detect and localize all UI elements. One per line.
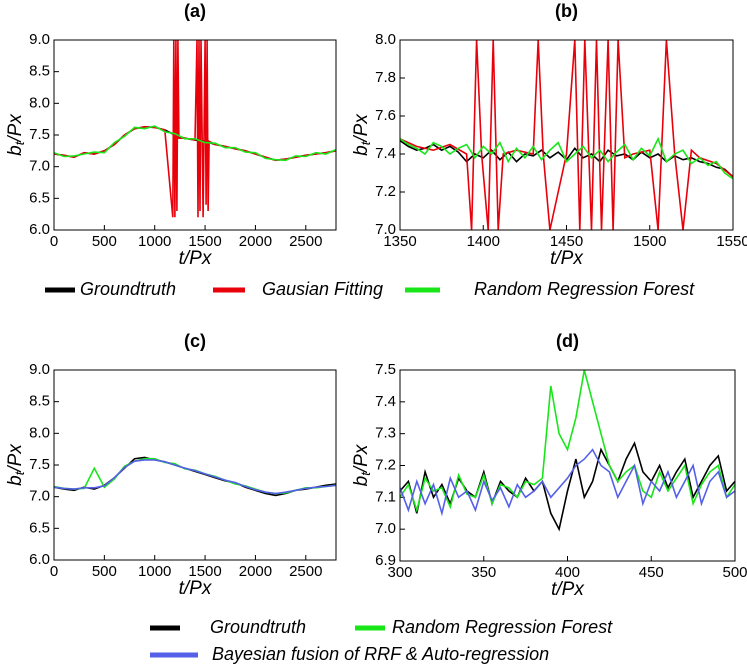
y-tick-label: 8.5 [29,63,50,80]
x-tick-label: 500 [92,563,117,580]
x-tick-label: 1000 [138,233,171,250]
plot-lines [54,40,336,218]
plot-frame [399,39,734,231]
y-tick-label: 7.4 [375,393,396,410]
y-tick-label: 7.8 [375,69,396,86]
y-label-rest: /Px [351,113,372,144]
plot-frame [399,369,736,562]
y-tick-label: 6.5 [29,189,50,206]
panel-title: (c) [184,331,206,351]
plot-lines [400,40,733,230]
y-axis-label: bt/Px [5,113,27,156]
y-tick-label: 9.0 [29,31,50,48]
y-tick-label: 6.5 [29,519,50,536]
panel-title: (b) [555,1,578,21]
x-axis-label: t/Px [551,579,585,600]
y-axis-label: bt/Px [5,443,27,486]
y-tick-label: 7.2 [375,183,396,200]
plot-lines [54,456,336,497]
x-tick-label: 1400 [467,233,500,250]
series-line [400,448,735,517]
x-tick-label: 1550 [716,233,747,250]
series-line [54,459,336,495]
y-tick-label: 7.4 [375,145,396,162]
legend-label: Groundtruth [80,279,176,299]
y-tick-label: 7.6 [375,107,396,124]
x-tick-label: 0 [50,233,58,250]
y-label-sub: t [358,471,373,476]
y-tick-label: 7.3 [375,425,396,442]
x-tick-label: 350 [471,564,496,581]
y-tick-label: 8.0 [29,94,50,111]
x-tick-label: 0 [50,563,58,580]
x-tick-label: 2500 [289,563,322,580]
series-line [54,40,336,218]
x-tick-label: 2500 [289,233,322,250]
series-line [54,125,336,162]
legend-label: Random Regression Forest [474,279,695,299]
y-tick-label: 8.5 [29,393,50,410]
y-tick-label: 7.2 [375,456,396,473]
series-line [400,40,733,230]
y-tick-label: 9.0 [29,361,50,378]
x-axis-label: t/Px [179,248,213,269]
legend-label: Gausian Fitting [262,279,383,299]
y-axis-label: bt/Px [351,113,373,156]
y-label-base: b [351,145,372,156]
x-tick-label: 2000 [239,563,272,580]
x-tick-label: 1500 [188,233,221,250]
y-tick-label: 8.0 [29,424,50,441]
plot-frame [53,369,337,561]
y-label-sub: t [12,470,27,475]
y-tick-label: 7.5 [29,456,50,473]
series-line [400,370,735,513]
y-tick-label: 7.0 [375,221,396,238]
y-tick-label: 7.1 [375,488,396,505]
y-tick-label: 7.0 [375,520,396,537]
x-tick-label: 500 [722,564,747,581]
legend-label: Random Regression Forest [392,617,613,637]
y-label-base: b [5,145,26,156]
x-tick-label: 1000 [138,563,171,580]
x-tick-label: 400 [555,564,580,581]
y-tick-label: 6.9 [375,552,396,569]
y-label-base: b [351,476,372,487]
y-axis-label: bt/Px [351,443,373,486]
y-tick-label: 6.0 [29,551,50,568]
plot-frame [53,39,337,231]
y-label-base: b [5,475,26,486]
plot-lines [400,370,735,532]
series-line [400,136,733,180]
y-label-sub: t [358,140,373,145]
y-tick-label: 8.0 [375,31,396,48]
y-label-rest: /Px [5,113,26,144]
y-tick-label: 7.5 [29,126,50,143]
y-tick-label: 7.0 [29,488,50,505]
x-tick-label: 1500 [188,563,221,580]
x-tick-label: 500 [92,233,117,250]
y-label-rest: /Px [351,443,372,474]
y-tick-label: 6.0 [29,221,50,238]
y-label-sub: t [12,140,27,145]
y-tick-label: 7.0 [29,158,50,175]
x-tick-label: 1450 [550,233,583,250]
x-tick-label: 1350 [383,233,416,250]
x-axis-label: t/Px [179,578,213,599]
x-axis-label: t/Px [550,248,584,269]
y-label-rest: /Px [5,443,26,474]
y-tick-label: 7.5 [375,361,396,378]
x-tick-label: 1500 [633,233,666,250]
panel-title: (a) [184,1,206,21]
series-line [54,456,336,497]
panel-title: (d) [556,331,579,351]
legend-label: Bayesian fusion of RRF & Auto-regression [212,644,549,664]
x-tick-label: 2000 [239,233,272,250]
x-tick-label: 300 [387,564,412,581]
x-tick-label: 450 [639,564,664,581]
legend-label: Groundtruth [210,617,306,637]
series-line [400,441,735,532]
